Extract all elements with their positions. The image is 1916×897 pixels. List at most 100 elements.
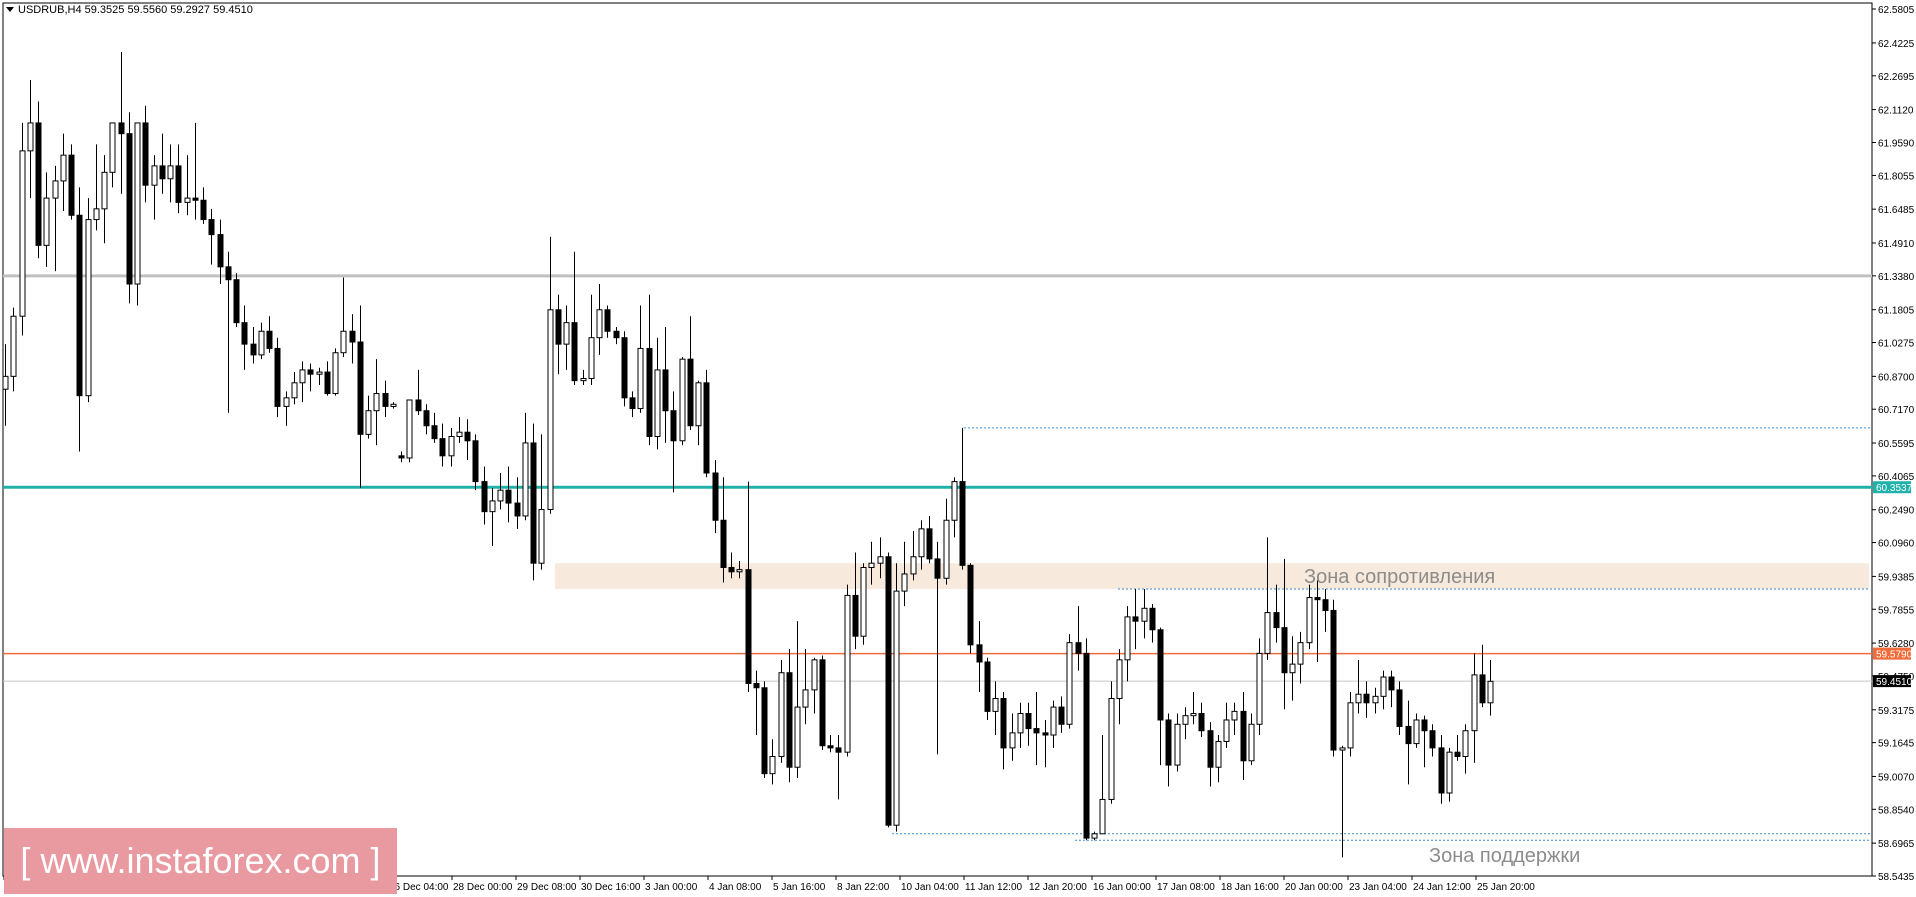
- candle-body-bull: [868, 562, 875, 568]
- candle: [307, 363, 314, 392]
- y-tick-label: 59.7855: [1878, 605, 1915, 616]
- candle: [934, 541, 941, 755]
- candle-body-bull: [1471, 674, 1478, 732]
- candle-body-bull: [1289, 663, 1296, 674]
- candle-body-bear: [200, 199, 207, 221]
- candle-body-bear: [307, 369, 314, 375]
- candle: [1149, 604, 1156, 643]
- candle-body-bull: [1223, 719, 1230, 742]
- candle-body-bull: [332, 352, 339, 395]
- candle-body-bull: [1050, 706, 1057, 736]
- candle-body-bull: [291, 382, 298, 399]
- candle: [794, 621, 801, 778]
- price-tag-label: 59.5790: [1876, 650, 1913, 661]
- candle-body-bull: [1462, 730, 1469, 757]
- candle-body-bear: [217, 234, 224, 268]
- candle-body-bear: [1000, 697, 1007, 749]
- x-tick-label: 29 Dec 08:00: [517, 882, 577, 893]
- candle: [943, 498, 950, 585]
- candle-body-bull: [184, 197, 191, 203]
- y-tick-label: 60.0960: [1878, 539, 1915, 550]
- candle: [1454, 735, 1461, 761]
- candle: [1281, 558, 1288, 710]
- candle-body-bull: [489, 500, 496, 513]
- candle: [959, 427, 966, 570]
- x-tick-label: 26 Dec 04:00: [389, 882, 449, 893]
- candle: [992, 681, 999, 736]
- candle-body-bear: [208, 219, 215, 236]
- candle-body-bear: [1157, 629, 1164, 721]
- candle: [1446, 747, 1453, 802]
- candle: [951, 477, 958, 538]
- candle-body-bull: [1017, 713, 1024, 734]
- candle-body-bear: [555, 309, 562, 345]
- candle-body-bear: [382, 393, 389, 407]
- candle: [423, 404, 430, 435]
- candle: [984, 657, 991, 720]
- dropdown-triangle-icon: [6, 7, 14, 12]
- candle-body-bear: [349, 330, 356, 343]
- candle: [43, 172, 50, 267]
- candle-body-bear: [1033, 728, 1040, 734]
- candle: [1248, 713, 1255, 766]
- candle: [811, 657, 818, 714]
- candle-body-bear: [398, 455, 405, 459]
- candle: [1157, 627, 1164, 766]
- candle: [250, 326, 257, 364]
- candle: [68, 144, 75, 220]
- candle-body-bear: [745, 569, 752, 684]
- candle-body-bull: [258, 330, 265, 356]
- candle: [1141, 588, 1148, 639]
- candle: [1429, 724, 1436, 757]
- candle-body-bear: [761, 687, 768, 775]
- candle: [151, 155, 158, 220]
- candle-body-bull: [1248, 723, 1255, 762]
- y-tick-label: 61.0275: [1878, 339, 1915, 350]
- candle: [382, 380, 389, 418]
- candle: [1042, 719, 1049, 768]
- candle: [967, 563, 974, 654]
- candle-body-bear: [423, 410, 430, 427]
- candle-body-bear: [68, 154, 75, 216]
- y-tick-label: 58.5435: [1878, 872, 1915, 883]
- candle-body-bear: [175, 165, 182, 203]
- candle-body-bear: [76, 214, 83, 397]
- candle-body-bull: [538, 509, 545, 564]
- candle-body-bull: [1190, 713, 1197, 717]
- candle-body-bull: [497, 489, 504, 502]
- candle: [646, 294, 653, 446]
- y-tick-label: 61.4910: [1878, 239, 1915, 250]
- candle-body-bull: [365, 410, 372, 435]
- candle: [1116, 649, 1123, 725]
- candle-body-bear: [514, 502, 521, 517]
- candle-body-bear: [1240, 710, 1247, 762]
- candle-body-bear: [984, 661, 991, 712]
- candle-body-bull: [316, 371, 323, 375]
- price-tag-bg: [1873, 647, 1911, 660]
- candle-body-bear: [274, 347, 281, 407]
- candle-body-bull: [27, 122, 34, 152]
- candle: [1231, 702, 1238, 736]
- candle: [786, 649, 793, 783]
- candle: [1058, 696, 1065, 733]
- y-tick-label: 61.6485: [1878, 205, 1915, 216]
- watermark-url: www.instaforex.com: [40, 840, 361, 881]
- candle-body-bear: [1198, 713, 1205, 732]
- candle: [365, 395, 372, 439]
- candle-body-bull: [910, 556, 917, 575]
- candle: [1339, 745, 1346, 858]
- candle-body-bull: [1215, 740, 1222, 768]
- candle-body-bull: [588, 337, 595, 380]
- candle: [439, 423, 446, 467]
- candle-body-bear: [1330, 609, 1337, 751]
- candle-body-bull: [85, 219, 92, 397]
- candle: [893, 563, 900, 832]
- candle: [1289, 636, 1296, 701]
- candle-body-bear: [934, 558, 941, 579]
- candle-body-bull: [654, 369, 661, 437]
- candle-body-bull: [299, 369, 306, 384]
- price-tag-bg: [1873, 675, 1911, 688]
- x-tick-label: 30 Dec 16:00: [581, 882, 641, 893]
- instaforex-watermark[interactable]: [ www.instaforex.com ]: [4, 828, 397, 894]
